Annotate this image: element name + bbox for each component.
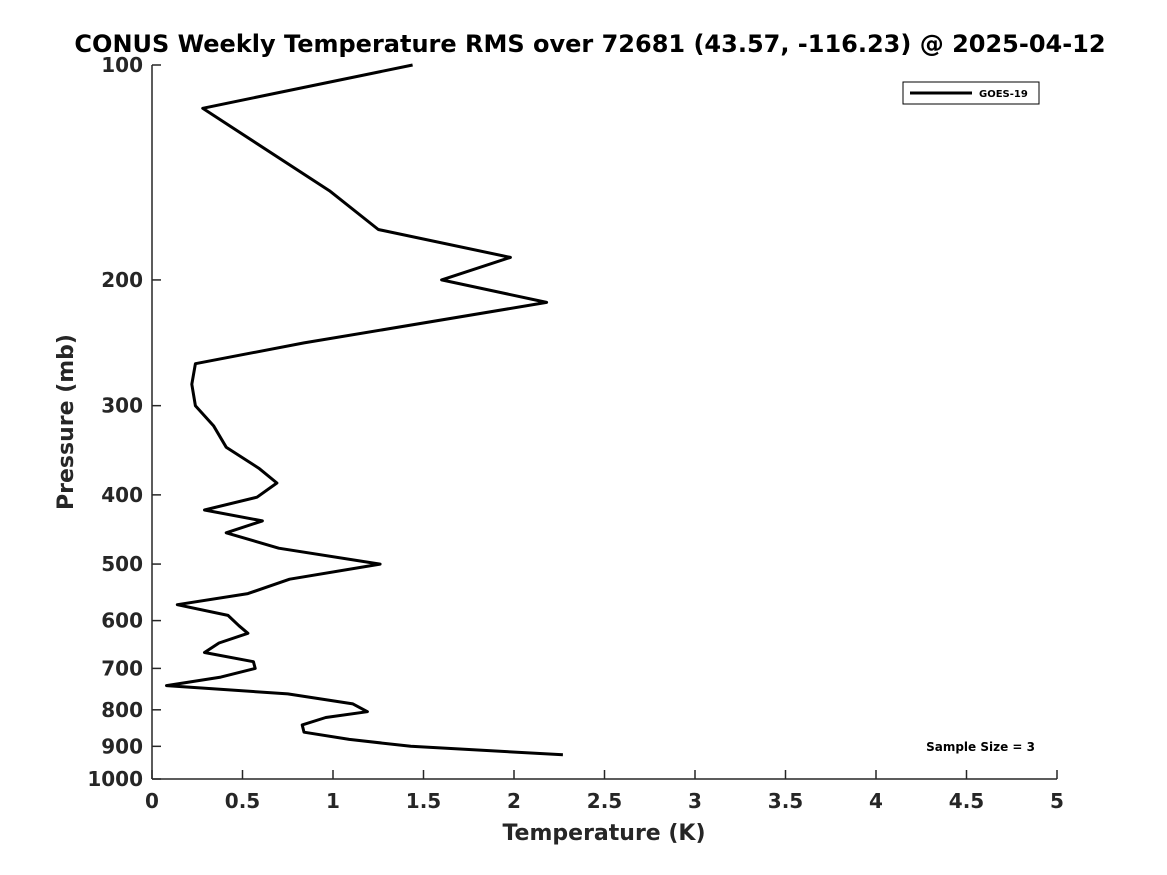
y-tick-label: 700 xyxy=(101,656,143,680)
plot-area xyxy=(151,65,1057,780)
x-tick-label: 2.5 xyxy=(587,789,622,813)
x-tick-label: 2 xyxy=(507,789,521,813)
x-tick-label: 5 xyxy=(1050,789,1064,813)
y-tick-label: 300 xyxy=(101,394,143,418)
y-tick-label: 200 xyxy=(101,268,143,292)
x-tick-label: 4 xyxy=(869,789,883,813)
y-tick-label: 400 xyxy=(101,483,143,507)
legend: GOES-19 xyxy=(902,81,1040,105)
x-tick-label: 0.5 xyxy=(225,789,260,813)
series-line-goes-19 xyxy=(165,63,563,757)
sample-size-annotation: Sample Size = 3 xyxy=(926,740,1035,754)
chart-title: CONUS Weekly Temperature RMS over 72681 … xyxy=(74,30,1105,58)
y-tick-label: 600 xyxy=(101,609,143,633)
y-tick-label: 500 xyxy=(101,552,143,576)
x-tick-label: 1 xyxy=(326,789,340,813)
y-tick-label: 900 xyxy=(101,734,143,758)
legend-label-goes-19: GOES-19 xyxy=(979,89,1028,100)
y-tick-label: 100 xyxy=(101,53,143,77)
x-tick-label: 4.5 xyxy=(949,789,984,813)
y-tick-label: 1000 xyxy=(87,767,143,791)
y-axis-label: Pressure (mb) xyxy=(54,334,79,510)
x-tick-label: 0 xyxy=(145,789,159,813)
x-tick-label: 3.5 xyxy=(768,789,803,813)
y-tick-label: 800 xyxy=(101,698,143,722)
x-axis-ticks: 0 0.5 1 1.5 2 2.5 3 3.5 4 4.5 5 xyxy=(145,770,1064,813)
x-axis-label: Temperature (K) xyxy=(502,821,705,846)
y-axis-ticks: 100 200 300 400 500 600 700 800 900 1000 xyxy=(87,53,161,791)
x-tick-label: 1.5 xyxy=(406,789,441,813)
x-tick-label: 3 xyxy=(688,789,702,813)
